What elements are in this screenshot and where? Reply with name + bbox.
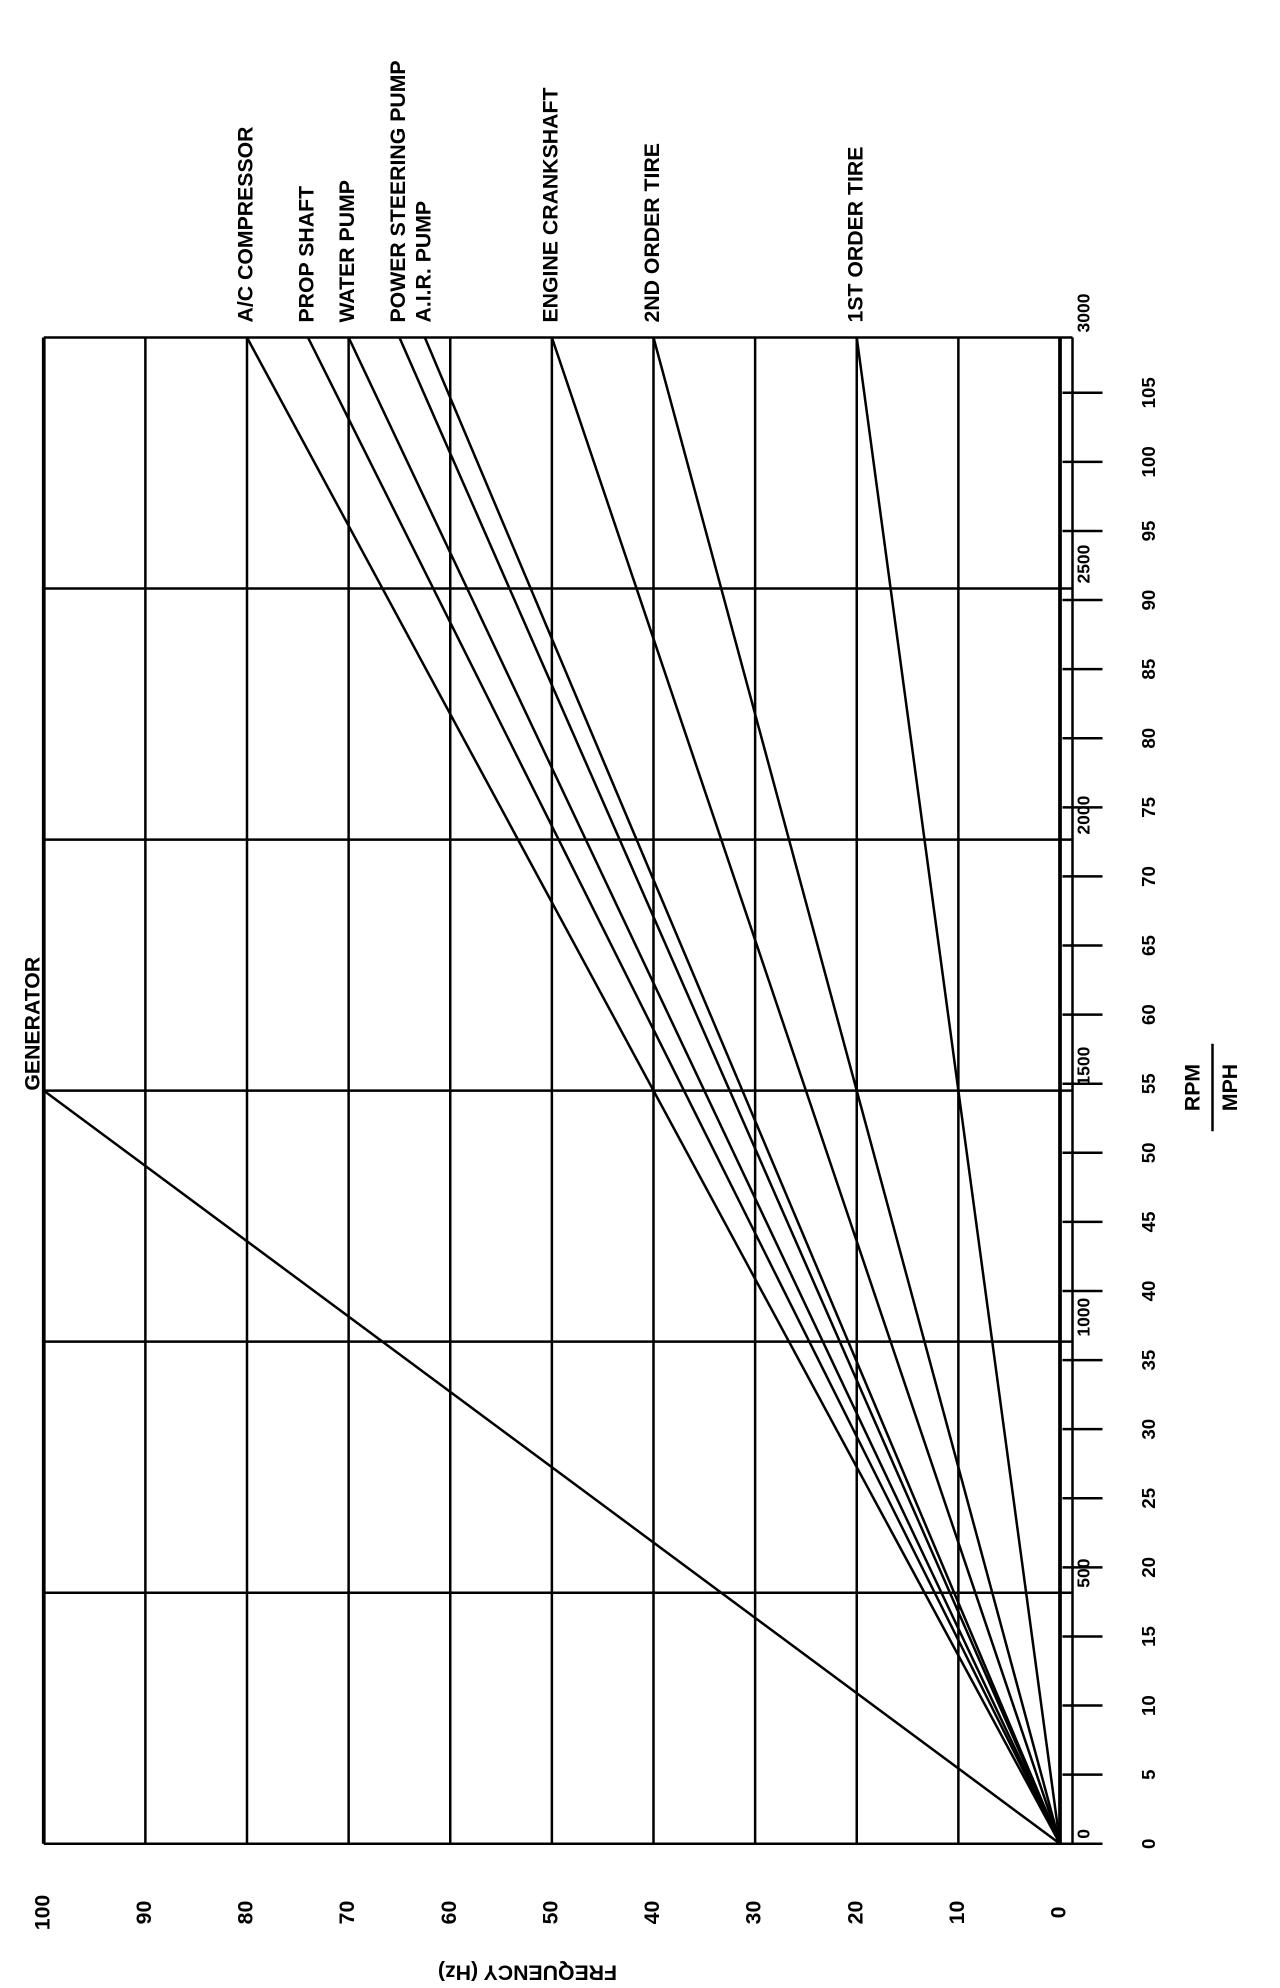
y-tick-label: 20 xyxy=(843,1901,867,1925)
x-axis-label: RPM xyxy=(1180,1064,1204,1111)
y-tick-label: 30 xyxy=(742,1901,766,1925)
x2-tick-label: 70 xyxy=(1138,866,1159,887)
x2-tick-label: 75 xyxy=(1138,797,1159,818)
series-label: WATER PUMP xyxy=(335,180,359,322)
x-tick-label: 2000 xyxy=(1074,795,1094,834)
x2-tick-label: 60 xyxy=(1138,1004,1159,1025)
x-tick-label: 500 xyxy=(1074,1558,1094,1587)
series-label: 1ST ORDER TIRE xyxy=(843,147,867,323)
x-tick-label: 2500 xyxy=(1074,544,1094,583)
series-label: 2ND ORDER TIRE xyxy=(640,143,664,322)
x2-tick-label: 15 xyxy=(1138,1626,1159,1647)
y-tick-label: 40 xyxy=(640,1901,664,1925)
x2-tick-label: 20 xyxy=(1138,1557,1159,1578)
x2-tick-label: 80 xyxy=(1138,728,1159,749)
x2-tick-label: 95 xyxy=(1138,521,1159,542)
x2-tick-label: 85 xyxy=(1138,659,1159,680)
series-line xyxy=(652,337,1062,1845)
x2-tick-label: 65 xyxy=(1138,935,1159,956)
y-tick-label: 50 xyxy=(538,1901,562,1925)
series-label: ENGINE CRANKSHAFT xyxy=(538,88,562,323)
y-tick-label: 70 xyxy=(335,1901,359,1925)
series-label: A.I.R. PUMP xyxy=(411,201,435,323)
series-line xyxy=(43,1089,1061,1845)
x2-tick-label: 10 xyxy=(1138,1695,1159,1716)
x2-tick-label: 30 xyxy=(1138,1419,1159,1440)
x2-tick-label: 90 xyxy=(1138,590,1159,611)
x-tick-label: 0 xyxy=(1074,1829,1094,1839)
x2-tick-label: 50 xyxy=(1138,1142,1159,1163)
series-line xyxy=(398,336,1062,1845)
x-tick-label: 1500 xyxy=(1074,1046,1094,1085)
x2-axis-label: MPH xyxy=(1218,1064,1242,1111)
y-tick-label: 10 xyxy=(945,1901,969,1925)
series-line xyxy=(855,337,1062,1844)
x2-tick-label: 25 xyxy=(1138,1488,1159,1509)
y-tick-label: 100 xyxy=(30,1895,54,1930)
x-tick-label: 3000 xyxy=(1074,293,1094,332)
x2-tick-label: 45 xyxy=(1138,1211,1159,1232)
series-line xyxy=(550,337,1062,1845)
x-tick-label: 1000 xyxy=(1074,1297,1094,1336)
y-tick-label: 80 xyxy=(234,1901,258,1925)
series-label: POWER STEERING PUMP xyxy=(386,60,410,322)
x2-tick-label: 105 xyxy=(1138,377,1159,408)
y-tick-label: 60 xyxy=(437,1901,461,1925)
chart-body: FREQUENCY (Hz) RPM MPH 01020304050607080… xyxy=(20,60,1242,1985)
y-tick-label: 90 xyxy=(132,1901,156,1925)
y-axis-label: FREQUENCY (Hz) xyxy=(438,1961,617,1985)
series-line xyxy=(347,336,1062,1845)
series-label: GENERATOR xyxy=(20,957,44,1091)
x2-tick-label: 5 xyxy=(1138,1769,1159,1779)
series-label: PROP SHAFT xyxy=(295,186,319,323)
series-line xyxy=(245,336,1062,1845)
x2-tick-label: 55 xyxy=(1138,1073,1159,1094)
series-line xyxy=(306,336,1062,1845)
x2-tick-label: 0 xyxy=(1138,1839,1159,1849)
series-line xyxy=(423,337,1062,1845)
series-label: A/C COMPRESSOR xyxy=(234,126,258,322)
x2-tick-label: 100 xyxy=(1138,446,1159,477)
y-tick-label: 0 xyxy=(1047,1907,1071,1919)
x2-tick-label: 35 xyxy=(1138,1350,1159,1371)
x2-tick-label: 40 xyxy=(1138,1281,1159,1302)
